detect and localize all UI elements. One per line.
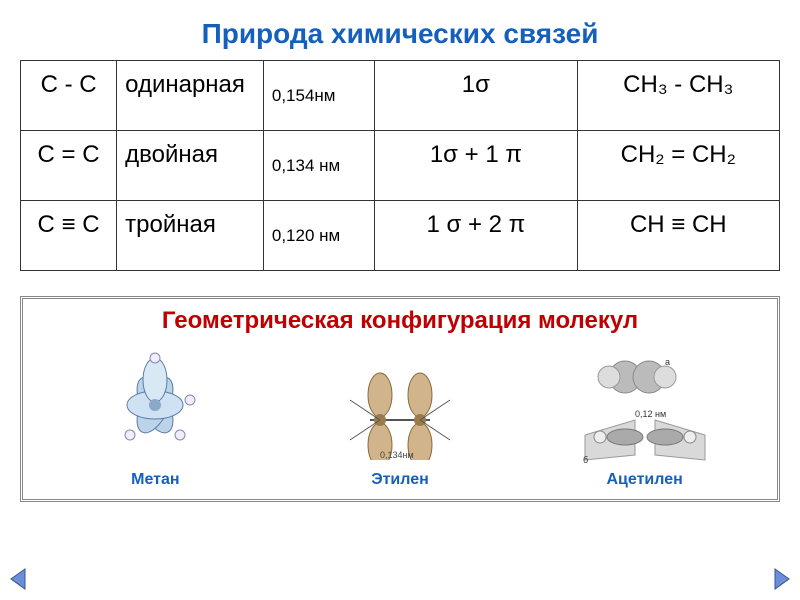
bond-cell: C = C [21, 131, 117, 201]
example-cell: CH ≡ CH [577, 201, 779, 271]
molecule-acetylene: a 0,12 нм б Ацетилен [535, 345, 755, 489]
molecules-row: Метан 0,134нм [33, 345, 767, 489]
geometry-panel: Геометрическая конфигурация молекул Мета… [20, 296, 780, 502]
type-cell: тройная [117, 201, 264, 271]
methane-icon [45, 345, 265, 465]
bond-cell: C - C [21, 61, 117, 131]
acetylene-icon: a 0,12 нм б [535, 345, 755, 465]
type-cell: двойная [117, 131, 264, 201]
svg-text:a: a [665, 357, 670, 367]
svg-text:0,134нм: 0,134нм [380, 450, 414, 460]
length-cell: 0,154нм [263, 61, 374, 131]
molecule-methane: Метан [45, 345, 265, 489]
composition-cell: 1 σ + 2 π [375, 201, 577, 271]
composition-cell: 1σ [375, 61, 577, 131]
geometry-title: Геометрическая конфигурация молекул [33, 307, 767, 335]
next-arrow-icon[interactable] [768, 566, 794, 592]
composition-cell: 1σ + 1 π [375, 131, 577, 201]
svg-text:б: б [583, 455, 588, 465]
example-cell: CH₃ - CH₃ [577, 61, 779, 131]
example-cell: CH₂ = CH₂ [577, 131, 779, 201]
bonds-table: C - C одинарная 0,154нм 1σ CH₃ - CH₃ C =… [20, 60, 780, 271]
bond-cell: C ≡ C [21, 201, 117, 271]
ethylene-icon: 0,134нм [290, 345, 510, 465]
molecule-ethylene: 0,134нм Этилен [290, 345, 510, 489]
type-cell: одинарная [117, 61, 264, 131]
length-cell: 0,134 нм [263, 131, 374, 201]
page-title: Природа химических связей [0, 0, 800, 60]
table-row: C ≡ C тройная 0,120 нм 1 σ + 2 π CH ≡ CH [21, 201, 780, 271]
molecule-label: Этилен [290, 471, 510, 489]
table-row: C = C двойная 0,134 нм 1σ + 1 π CH₂ = CH… [21, 131, 780, 201]
molecule-label: Ацетилен [535, 471, 755, 489]
prev-arrow-icon[interactable] [6, 566, 32, 592]
table-row: C - C одинарная 0,154нм 1σ CH₃ - CH₃ [21, 61, 780, 131]
svg-text:0,12 нм: 0,12 нм [635, 409, 666, 419]
length-cell: 0,120 нм [263, 201, 374, 271]
molecule-label: Метан [45, 471, 265, 489]
